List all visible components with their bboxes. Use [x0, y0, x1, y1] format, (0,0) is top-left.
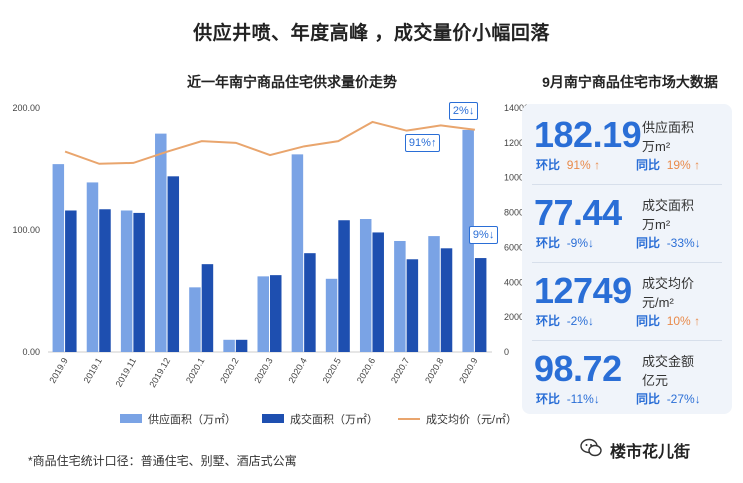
stat-label: 成交面积 [642, 198, 695, 213]
price-line [64, 120, 476, 165]
x-tick-label: 2020.8 [423, 356, 445, 385]
stat-unit: 万m² [642, 139, 671, 154]
stat-amount: 98.72 成交金额 亿元 环比 -11%↓ 同比 -27%↓ [522, 342, 732, 414]
stat-yoy: 同比 19% ↑ [636, 158, 701, 172]
legend-label: 成交均价（元/㎡） [426, 412, 517, 426]
y-left-tick-label: 100.00 [12, 225, 40, 235]
stat-mom: 环比 -9%↓ [536, 236, 595, 250]
bar-supply [86, 182, 99, 352]
legend-label: 成交面积（万㎡） [290, 412, 378, 426]
x-tick-label: 2019.9 [47, 356, 69, 385]
stat-price: 12749 成交均价 元/m² 环比 -2%↓ 同比 10% ↑ [522, 264, 732, 336]
stat-label: 供应面积 [642, 120, 695, 135]
bar-deal [133, 212, 145, 352]
stat-unit: 万m² [642, 217, 671, 232]
y-right-tick-label: 0 [504, 347, 509, 357]
bar-supply [120, 210, 133, 352]
callout-price-change: 2%↓ [448, 101, 479, 120]
x-tick-label: 2019.11 [114, 356, 139, 389]
x-tick-label: 2020.1 [184, 356, 206, 385]
bar-deal [270, 275, 282, 352]
brand-name: 楼市花儿街 [610, 444, 691, 461]
bar-deal [338, 220, 350, 352]
x-tick-label: 2020.4 [286, 356, 308, 385]
y-right-tick-label: 4000 [504, 277, 524, 287]
footnote: *商品住宅统计口径：普通住宅、别墅、酒店式公寓 [28, 454, 297, 468]
bar-deal [201, 264, 214, 352]
stat-value: 77.44 [534, 192, 622, 233]
bar-deal [235, 339, 248, 352]
x-tick-label: 2020.3 [252, 356, 274, 385]
y-left-tick-label: 200.00 [12, 103, 40, 113]
divider [532, 184, 722, 185]
bar-deal [304, 253, 316, 352]
y-left-tick-label: 0.00 [22, 347, 40, 357]
stat-label: 成交金额 [642, 354, 695, 369]
stat-mom: 环比 -11%↓ [536, 392, 600, 406]
x-tick-label: 2020.6 [355, 356, 377, 385]
legend-swatch [262, 414, 284, 423]
stat-value: 12749 [534, 270, 632, 311]
side-panel-title: 9月南宁商品住宅市场大数据 [542, 74, 718, 90]
bar-deal [440, 248, 453, 352]
bar-supply [462, 129, 474, 352]
stat-mom: 环比 91% ↑ [536, 158, 601, 172]
stat-value: 182.19 [534, 114, 642, 155]
bar-deal [99, 209, 111, 352]
stat-label: 成交均价 [642, 276, 695, 291]
bar-deal [372, 232, 384, 352]
stat-yoy: 同比 -27%↓ [636, 392, 701, 406]
stat-value: 98.72 [534, 348, 622, 389]
legend-swatch [120, 414, 142, 423]
divider [532, 340, 722, 341]
y-right-tick-label: 2000 [504, 312, 524, 322]
bar-supply [359, 219, 372, 352]
x-tick-label: 2020.2 [218, 356, 240, 385]
bar-supply [189, 287, 201, 352]
bar-deal [167, 176, 180, 352]
stat-unit: 元/m² [642, 295, 674, 310]
x-tick-label: 2020.5 [321, 356, 343, 385]
stat-supply: 182.19 供应面积 万m² 环比 91% ↑ 同比 19% ↑ [522, 108, 732, 180]
bar-supply [291, 154, 304, 352]
stat-mom: 环比 -2%↓ [536, 314, 595, 328]
bar-supply [155, 133, 167, 352]
y-right-tick-label: 6000 [504, 242, 524, 252]
bar-supply [257, 276, 269, 352]
bar-deal [474, 258, 487, 352]
x-tick-label: 2020.9 [457, 356, 479, 385]
wechat-icon [580, 438, 602, 457]
bar-supply [325, 278, 338, 352]
bar-deal [65, 210, 77, 352]
stat-yoy: 同比 10% ↑ [636, 314, 701, 328]
callout-deal-change: 9%↓ [468, 226, 499, 245]
x-tick-label: 2019.12 [147, 356, 172, 389]
stat-unit: 亿元 [642, 373, 669, 388]
x-tick-label: 2020.7 [389, 356, 411, 385]
y-right-tick-label: 12000 [504, 138, 529, 148]
stat-yoy: 同比 -33%↓ [636, 236, 701, 250]
divider [532, 262, 722, 263]
page-title: 供应井喷、年度高峰 ，成交量价小幅回落 [193, 23, 550, 44]
stat-deal-area: 77.44 成交面积 万m² 环比 -9%↓ 同比 -33%↓ [522, 186, 732, 258]
chart-subtitle: 近一年南宁商品住宅供求量价走势 [187, 74, 397, 90]
y-right-tick-label: 10000 [504, 173, 529, 183]
bar-supply [223, 339, 235, 352]
stats-panel: 182.19 供应面积 万m² 环比 91% ↑ 同比 19% ↑ 77.44 … [522, 104, 732, 414]
y-right-tick-label: 14000 [504, 103, 529, 113]
bar-deal [406, 259, 419, 352]
bar-supply [428, 236, 440, 352]
callout-supply-change: 91%↑ [404, 133, 441, 152]
legend-label: 供应面积（万㎡） [148, 412, 236, 426]
y-right-tick-label: 8000 [504, 208, 524, 218]
x-tick-label: 2019.1 [82, 356, 104, 385]
bar-supply [394, 240, 406, 352]
bar-supply [52, 164, 65, 352]
